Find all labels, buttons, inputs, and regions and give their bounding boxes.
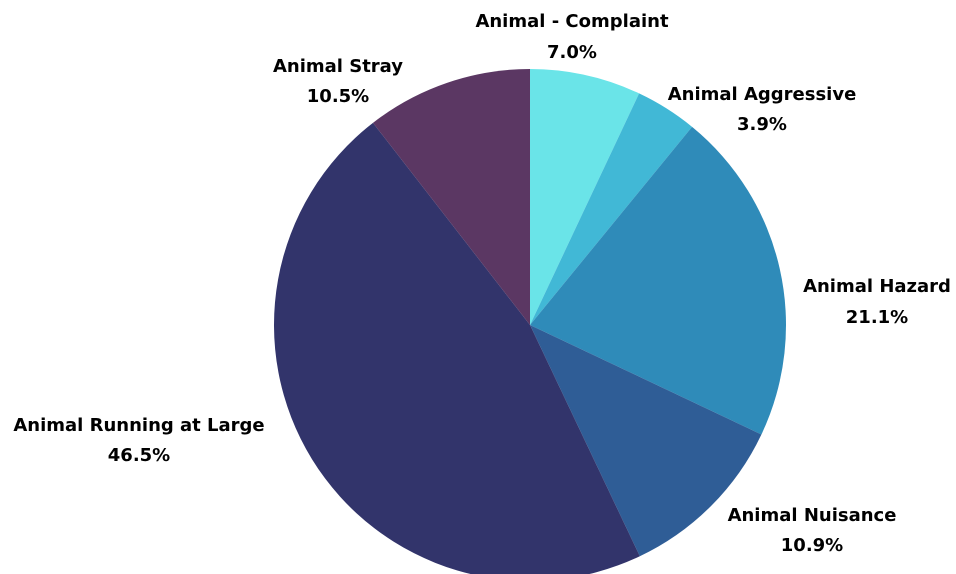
slice-percent-animal-running-at-large: 46.5% (108, 445, 170, 466)
slice-name-animal-stray: Animal Stray (273, 56, 403, 77)
pie-slice-animal-hazard (530, 126, 787, 435)
slice-name-animal-aggressive: Animal Aggressive (668, 84, 857, 105)
pie-slice-animal-running-at-large (274, 122, 640, 574)
slice-name-animal-nuisance: Animal Nuisance (728, 505, 897, 526)
pie-slice-animal-nuisance (530, 325, 762, 557)
pie-slice-animal-stray (372, 69, 530, 325)
pie-slice-animal-aggressive (530, 93, 693, 325)
pie-slice-animal-complaint (530, 69, 640, 325)
slice-percent-animal-nuisance: 10.9% (781, 535, 843, 556)
slice-percent-animal-aggressive: 3.9% (737, 114, 787, 135)
slice-name-animal-hazard: Animal Hazard (803, 276, 951, 297)
pie-slices (274, 69, 787, 574)
slice-name-animal-complaint: Animal - Complaint (475, 11, 669, 32)
pie-labels: Animal - Complaint 7.0% Animal Aggressiv… (13, 11, 951, 556)
slice-percent-animal-complaint: 7.0% (547, 42, 597, 63)
slice-percent-animal-hazard: 21.1% (846, 307, 908, 328)
slice-percent-animal-stray: 10.5% (307, 86, 369, 107)
slice-name-animal-running-at-large: Animal Running at Large (13, 415, 264, 436)
